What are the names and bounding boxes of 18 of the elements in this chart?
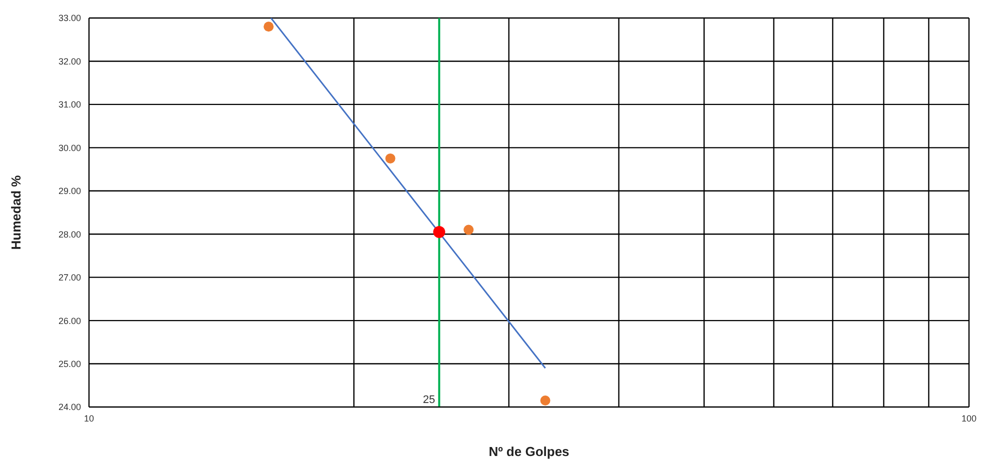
- x-tick-label: 100: [961, 413, 977, 424]
- y-tick-label: 29.00: [58, 186, 81, 196]
- y-axis-title: Humedad %: [8, 174, 24, 250]
- point: [385, 153, 396, 164]
- point: [464, 224, 474, 235]
- point: [540, 396, 550, 406]
- y-tick-label: 28.00: [58, 229, 81, 240]
- y-tick-label: 25.00: [58, 358, 81, 369]
- x-axis-title: Nº de Golpes: [488, 444, 570, 459]
- y-tick-label: 24.00: [58, 402, 81, 412]
- y-tick-label: 33.00: [58, 13, 81, 24]
- y-tick-label: 31.00: [58, 100, 81, 110]
- x-tick-label: 10: [84, 413, 94, 424]
- y-tick-label: 32.00: [58, 56, 81, 66]
- y-tick-label: 30.00: [58, 142, 81, 153]
- y-tick-label: 27.00: [58, 272, 81, 283]
- ref-line-label: 25: [422, 394, 436, 406]
- y-tick-label: 26.00: [58, 316, 81, 326]
